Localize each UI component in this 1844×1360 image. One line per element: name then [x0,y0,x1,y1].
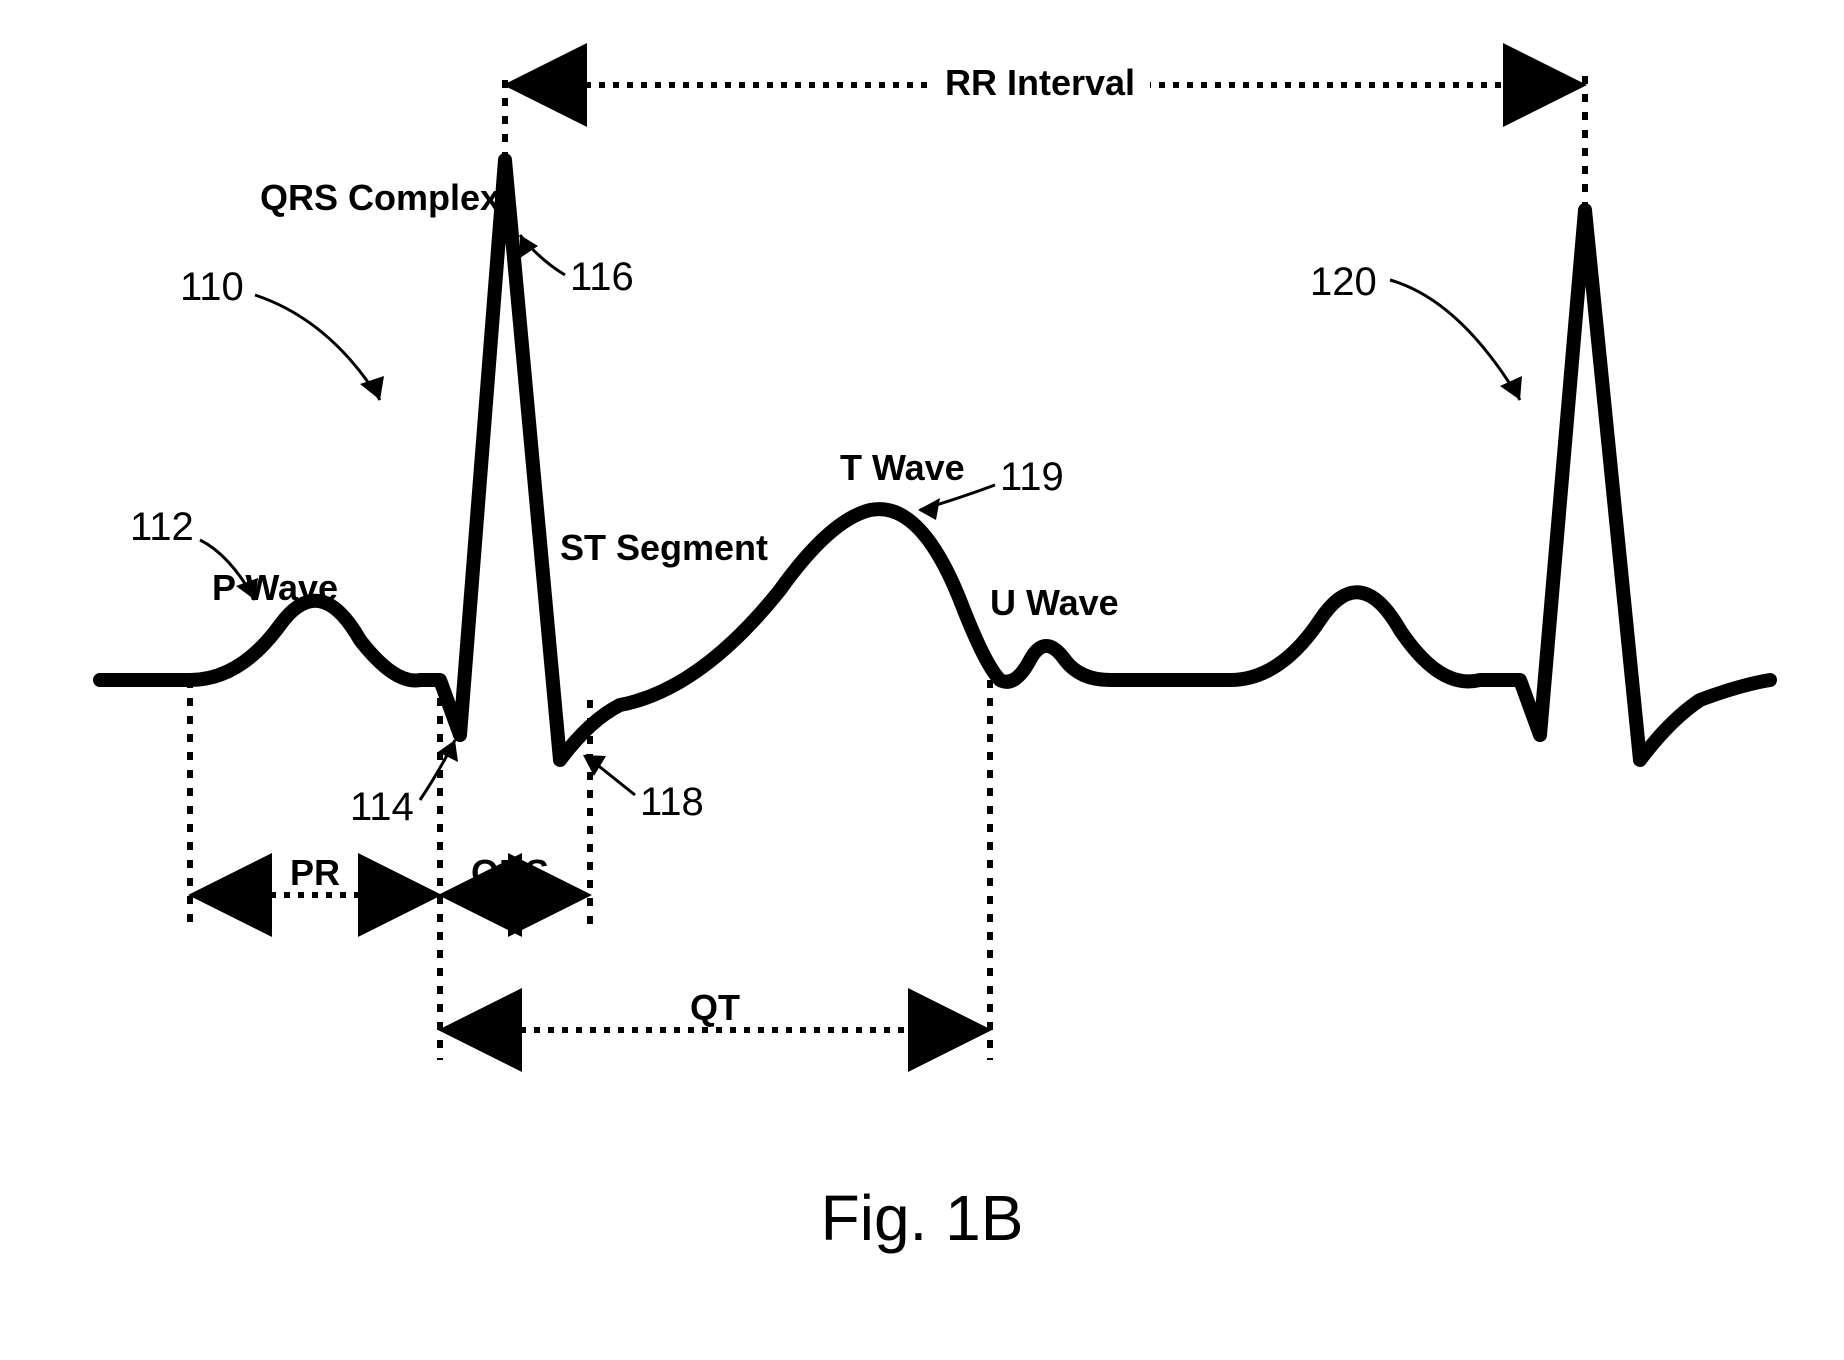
qrs-complex-label: QRS Complex [260,177,500,218]
ref-116: 116 [570,255,634,299]
leader-120 [1390,280,1520,400]
st-segment-label: ST Segment [560,527,768,568]
qt-label: QT [690,987,740,1028]
p-wave-label: P Wave [212,567,338,608]
ref-112: 112 [130,505,194,549]
pr-label: PR [290,852,340,893]
ref-118: 118 [640,780,704,824]
ref-119: 119 [1000,455,1064,499]
ref-120: 120 [1310,260,1377,304]
ecg-figure: RR Interval PR QRS QT QRS Complex P Wave… [0,0,1844,1360]
ref-110: 110 [180,265,244,309]
qrs-label: QRS [471,852,549,893]
t-wave-label: T Wave [840,447,965,488]
ref-114: 114 [350,785,414,829]
rr-interval-label: RR Interval [945,62,1135,103]
figure-caption: Fig. 1B [821,1182,1024,1254]
u-wave-label: U Wave [990,582,1119,623]
